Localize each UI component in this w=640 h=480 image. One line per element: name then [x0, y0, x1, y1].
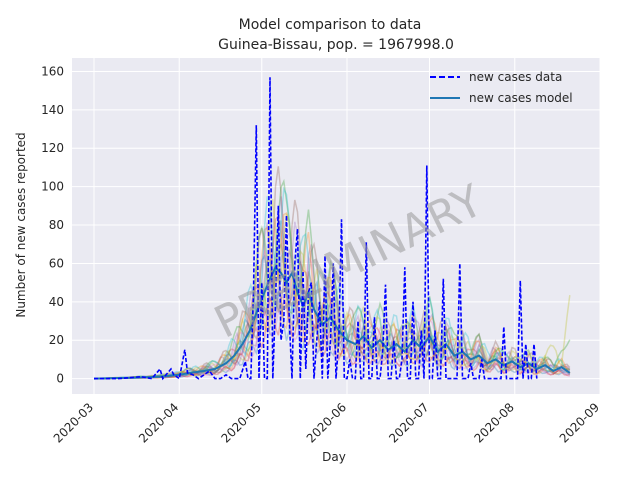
y-tick-label: 160 [41, 64, 64, 78]
chart-subtitle: Guinea-Bissau, pop. = 1967998.0 [218, 37, 454, 53]
model-run-line [94, 297, 570, 380]
y-tick-label: 140 [41, 103, 64, 117]
legend-label-data: new cases data [469, 70, 562, 84]
x-tick-label: 2020-04 [136, 400, 181, 445]
x-tick-label: 2020-08 [472, 400, 517, 445]
y-axis-label: Number of new cases reported [14, 132, 28, 317]
x-tick-label: 2020-03 [51, 400, 96, 445]
x-tick-labels: 2020-03 2020-04 2020-05 2020-06 2020-07 2020-… [51, 400, 602, 445]
y-tick-label: 80 [49, 218, 64, 232]
x-tick-label: 2020-06 [304, 400, 349, 445]
x-axis-label: Day [322, 450, 346, 464]
grid-lines [72, 58, 601, 394]
y-tick-label: 100 [41, 180, 64, 194]
series-layer [93, 77, 571, 381]
x-tick-label: 2020-09 [557, 400, 602, 445]
x-tick-label: 2020-07 [386, 400, 431, 445]
x-tick-label: 2020-05 [219, 400, 264, 445]
y-tick-labels: 0 20 40 60 80 100 120 140 160 [41, 64, 64, 385]
series-line-new-cases-model [93, 265, 571, 380]
chart-title: Model comparison to data [239, 17, 422, 33]
y-tick-label: 20 [49, 333, 64, 347]
y-tick-label: 40 [49, 295, 64, 309]
model-run-line [94, 296, 571, 380]
legend-label-model: new cases model [469, 91, 573, 105]
legend: new cases data new cases model [430, 70, 573, 105]
plot-background [72, 58, 600, 394]
y-tick-label: 60 [49, 256, 64, 270]
y-tick-label: 0 [56, 372, 64, 386]
y-tick-label: 120 [41, 141, 64, 155]
series-line-new-cases-data [94, 77, 538, 381]
